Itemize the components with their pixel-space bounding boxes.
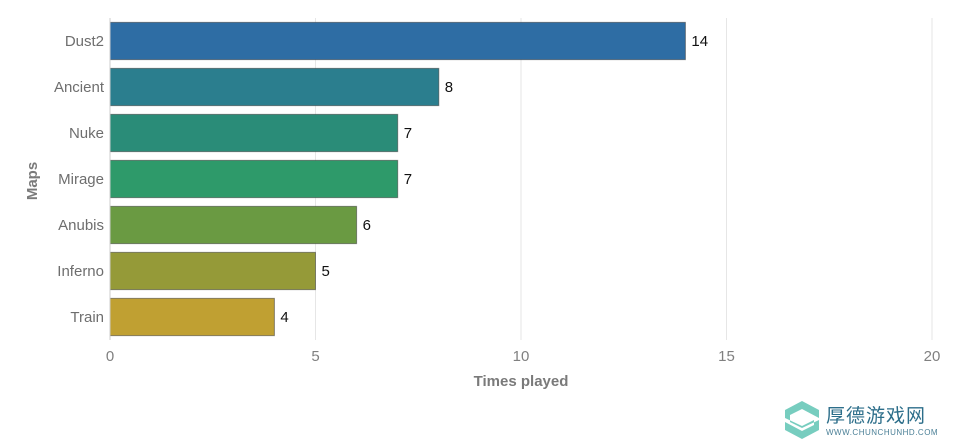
watermark-logo-icon xyxy=(785,401,819,439)
watermark-text: 厚德游戏网 xyxy=(826,405,927,427)
value-labels: 14 8 7 7 6 5 4 xyxy=(280,33,708,326)
x-axis-title: Times played xyxy=(474,373,569,390)
y-tick-label: Nuke xyxy=(69,125,104,142)
value-label: 7 xyxy=(404,125,412,142)
bar-anubis xyxy=(109,205,358,245)
bars xyxy=(109,21,686,337)
bar-train xyxy=(109,297,275,337)
y-tick-labels: Dust2 Ancient Nuke Mirage Anubis Inferno Train xyxy=(54,33,105,326)
value-label: 5 xyxy=(322,263,330,280)
bar-inferno xyxy=(109,251,316,291)
x-tick-label: 10 xyxy=(513,348,530,365)
y-tick-label: Anubis xyxy=(58,217,104,234)
y-tick-label: Train xyxy=(70,309,104,326)
bar-dust2 xyxy=(109,21,686,61)
x-tick-label: 5 xyxy=(311,348,319,365)
watermark: 厚德游戏网 WWW.CHUNCHUNHD.COM xyxy=(781,398,951,442)
y-tick-label: Dust2 xyxy=(65,33,104,50)
value-label: 4 xyxy=(280,309,288,326)
bar-ancient xyxy=(109,67,440,107)
watermark-url: WWW.CHUNCHUNHD.COM xyxy=(826,428,939,437)
x-tick-label: 0 xyxy=(106,348,114,365)
x-tick-labels: 0 5 10 15 20 xyxy=(106,348,941,365)
value-label: 7 xyxy=(404,171,412,188)
x-tick-label: 15 xyxy=(718,348,735,365)
bar-nuke xyxy=(109,113,399,153)
y-tick-label: Mirage xyxy=(58,171,104,188)
y-axis-title: Maps xyxy=(24,162,41,200)
bar-mirage xyxy=(109,159,399,199)
value-label: 8 xyxy=(445,79,453,96)
y-tick-label: Inferno xyxy=(57,263,104,280)
y-tick-label: Ancient xyxy=(54,79,105,96)
x-tick-label: 20 xyxy=(924,348,941,365)
value-label: 14 xyxy=(691,33,708,50)
value-label: 6 xyxy=(363,217,371,234)
